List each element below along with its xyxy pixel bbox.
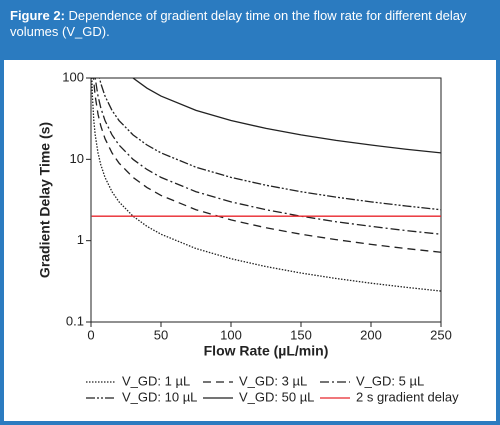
legend-label: V_GD: 50 µL — [239, 389, 314, 404]
series-line — [94, 78, 441, 235]
x-tick-label: 200 — [360, 327, 382, 342]
plot-frame — [90, 77, 442, 323]
figure-label: Figure 2: — [10, 8, 65, 23]
x-tick-label: 50 — [154, 327, 168, 342]
y-tick-label: 10 — [70, 151, 84, 166]
legend-label: V_GD: 5 µL — [356, 373, 424, 388]
y-tick-label: 1 — [77, 232, 84, 247]
series-line — [91, 78, 441, 292]
plot-lines — [91, 78, 441, 292]
x-tick-label: 0 — [87, 327, 94, 342]
legend-label: V_GD: 3 µL — [239, 373, 307, 388]
y-tick-label: 100 — [62, 69, 84, 84]
x-axis-label: Flow Rate (µL/min) — [204, 343, 329, 359]
y-tick-label: 0.1 — [66, 313, 84, 328]
legend-label: 2 s gradient delay — [356, 389, 459, 404]
series-line — [132, 78, 441, 154]
chart-title: Dependence of gradient delay time on the… — [10, 8, 467, 39]
y-axis-label: Gradient Delay Time (s) — [37, 122, 53, 278]
series-line — [98, 78, 441, 211]
x-tick-label: 150 — [290, 327, 312, 342]
legend-label: V_GD: 10 µL — [122, 389, 197, 404]
legend-label: V_GD: 1 µL — [122, 373, 190, 388]
chart: Gradient Delay Time (s) Flow Rate (µL/mi… — [37, 69, 459, 404]
x-tick-label: 100 — [220, 327, 242, 342]
series-line — [92, 78, 441, 253]
header: Figure 2: Dependence of gradient delay t… — [4, 0, 496, 60]
x-tick-label: 250 — [430, 327, 452, 342]
panel: Gradient Delay Time (s) Flow Rate (µL/mi… — [4, 60, 496, 421]
